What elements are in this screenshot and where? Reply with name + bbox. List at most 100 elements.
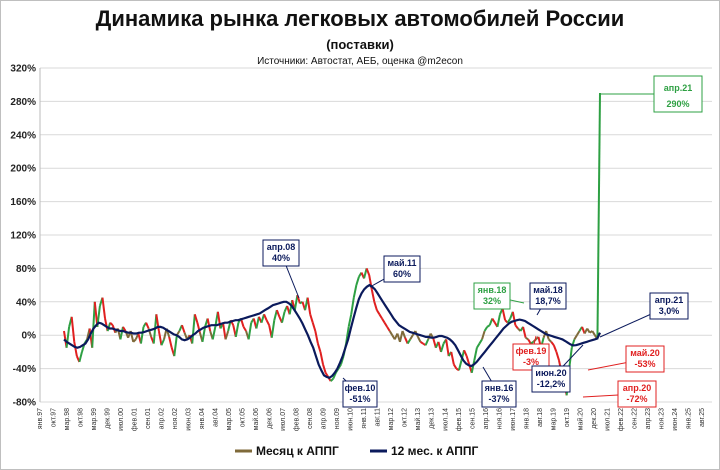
month-series-segment bbox=[548, 338, 552, 343]
month-series-segment bbox=[281, 311, 286, 323]
month-series-segment bbox=[157, 330, 163, 346]
series-layer bbox=[63, 93, 601, 396]
annotation-label: июн.20 bbox=[535, 368, 566, 378]
month-series-segment bbox=[445, 339, 450, 357]
month-series-segment bbox=[309, 314, 314, 323]
x-tick-label: ноя.16 bbox=[496, 408, 503, 429]
month-series-segment bbox=[378, 313, 383, 320]
month-series-segment bbox=[352, 284, 358, 298]
month-series-segment bbox=[465, 355, 471, 365]
month-series-segment bbox=[293, 294, 299, 311]
month-series-segment bbox=[398, 330, 404, 343]
annotation-value: -12,2% bbox=[537, 379, 566, 389]
month-series-segment bbox=[514, 324, 519, 330]
x-tick-label: ноя.23 bbox=[658, 408, 665, 429]
annotation-value: 3,0% bbox=[659, 306, 680, 316]
month-series-segment bbox=[224, 330, 230, 340]
month-series-segment bbox=[501, 308, 507, 321]
x-tick-label: май.06 bbox=[252, 408, 260, 430]
x-tick-label: фев.15 bbox=[456, 408, 463, 431]
x-tick-label: апр.09 bbox=[321, 408, 328, 429]
month-series-segment bbox=[316, 343, 322, 353]
x-tick-label: янв.97 bbox=[37, 408, 44, 429]
month-series-segment bbox=[242, 326, 247, 332]
month-series-segment bbox=[211, 326, 217, 340]
month-series-segment bbox=[265, 319, 271, 326]
month-series-segment bbox=[530, 341, 534, 345]
month-series-segment bbox=[576, 330, 581, 336]
annotation-label: фев.19 bbox=[516, 346, 547, 356]
annotation-box bbox=[383, 255, 421, 283]
month-series-segment bbox=[314, 330, 319, 344]
x-tick-label: мар.05 bbox=[226, 408, 233, 430]
annotation-label: янв.16 bbox=[485, 383, 514, 393]
x-tick-label: июл.00 bbox=[118, 408, 125, 431]
month-series-segment bbox=[419, 341, 424, 345]
month-series-segment bbox=[355, 276, 360, 286]
legend: Месяц к АППГ 12 мес. к АППГ bbox=[235, 444, 479, 458]
month-series-segment bbox=[139, 326, 145, 344]
month-series-segment bbox=[525, 336, 529, 341]
x-tick-label: июл.21 bbox=[604, 408, 611, 431]
y-tick-label: 80% bbox=[16, 264, 36, 275]
month-series-segment bbox=[122, 326, 127, 332]
month-series-segment bbox=[550, 341, 555, 346]
x-tick-label: авг.25 bbox=[699, 408, 706, 427]
x-tick-label: июл.07 bbox=[280, 408, 287, 431]
annotation-box bbox=[342, 380, 378, 408]
month-series-segment bbox=[386, 326, 391, 332]
x-tick-label: май.13 bbox=[414, 408, 422, 430]
annotation-label: май.11 bbox=[387, 258, 416, 268]
month-series-segment bbox=[452, 363, 458, 370]
x-tick-label: апр.02 bbox=[159, 408, 166, 429]
month-series-segment bbox=[201, 326, 207, 343]
month-series-segment bbox=[288, 299, 294, 315]
x-tick-label: ноя.02 bbox=[172, 408, 179, 429]
x-tick-label: дек.13 bbox=[429, 408, 436, 429]
month-series-segment bbox=[132, 338, 137, 343]
x-tick-label: июн.03 bbox=[186, 408, 193, 431]
month-series-segment bbox=[296, 294, 301, 304]
x-tick-label: фев.22 bbox=[618, 408, 625, 431]
annotation-box bbox=[529, 282, 567, 310]
month-series-segment bbox=[350, 297, 355, 315]
annotation-label: апр.21 bbox=[664, 83, 692, 93]
annotation-value: 60% bbox=[393, 269, 411, 279]
x-tick-label: окт.12 bbox=[402, 408, 409, 427]
x-tick-label: окт.19 bbox=[564, 408, 571, 427]
annotation-label: май.18 bbox=[533, 285, 563, 295]
month-series-segment bbox=[440, 343, 445, 353]
month-series-segment bbox=[145, 322, 150, 329]
x-tick-label: июн.10 bbox=[348, 408, 355, 431]
x-tick-label: авг.04 bbox=[213, 408, 220, 427]
month-series-segment bbox=[417, 336, 422, 343]
x-tick-label: янв.25 bbox=[685, 408, 692, 429]
month-series-segment bbox=[332, 372, 337, 380]
month-series-segment bbox=[511, 311, 517, 326]
month-series-segment bbox=[496, 314, 501, 328]
annotation-value: 32% bbox=[483, 296, 501, 306]
month-series-segment bbox=[168, 336, 173, 348]
x-axis-ticks: янв.97 окт.97 мар.98 окт.98 мар.99 дек.99 июл.… bbox=[37, 408, 706, 431]
annotation-box bbox=[653, 75, 703, 113]
legend-label-ma12: 12 мес. к АППГ bbox=[391, 444, 479, 458]
month-series-segment bbox=[222, 322, 227, 340]
month-series-segment bbox=[463, 349, 468, 357]
annotation-label: фев.10 bbox=[345, 383, 376, 393]
x-tick-label: окт.97 bbox=[51, 408, 58, 427]
month-series-segment bbox=[270, 320, 276, 338]
month-series-segment bbox=[155, 314, 160, 332]
x-tick-label: янв.11 bbox=[361, 408, 368, 429]
x-tick-label: апр.23 bbox=[645, 408, 652, 429]
annotation-label: апр.20 bbox=[623, 383, 651, 393]
month-series-segment bbox=[160, 338, 165, 346]
month-series-segment bbox=[450, 351, 455, 365]
month-series-segment bbox=[322, 364, 327, 374]
y-axis-ticks: 320% 280% 240% 200% 160% 120% 80% 40% 0% -40% -80% bbox=[10, 64, 36, 409]
annotation-value: -37% bbox=[488, 394, 509, 404]
month-series-segment bbox=[104, 318, 109, 332]
x-tick-label: сен.08 bbox=[307, 408, 314, 429]
month-series-segment bbox=[330, 377, 334, 382]
annotation-box bbox=[649, 292, 689, 320]
